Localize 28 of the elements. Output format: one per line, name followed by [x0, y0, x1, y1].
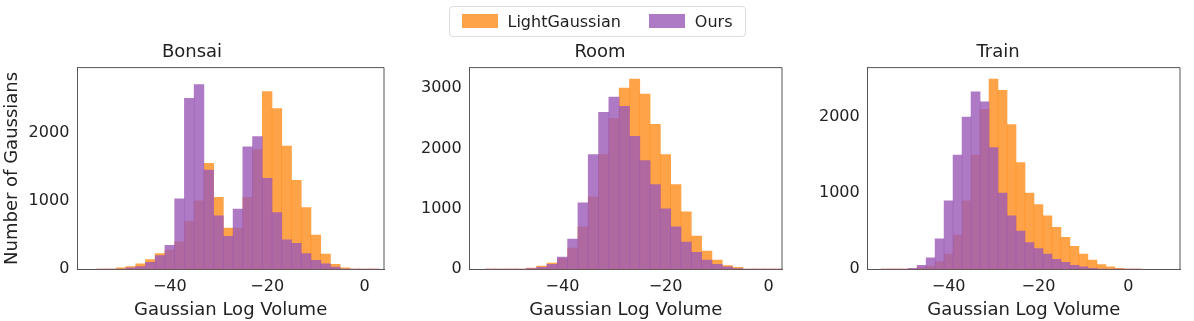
- chart-title: Room: [574, 40, 626, 62]
- x-tick-label: −40: [545, 275, 580, 295]
- y-tick-label: 2000: [421, 137, 462, 157]
- y-tick-label: 0: [451, 258, 462, 278]
- y-tick-label: 1000: [28, 190, 70, 210]
- x-axis-title: Gaussian Log Volume: [134, 297, 328, 319]
- y-tick-label: 0: [849, 258, 860, 278]
- chart-title: Train: [975, 40, 1020, 62]
- y-tick-label: 2000: [819, 106, 860, 126]
- chart-title: Bonsai: [161, 40, 223, 62]
- x-axis-title: Gaussian Log Volume: [927, 297, 1121, 319]
- x-tick-label: −40: [931, 275, 966, 295]
- x-tick-label: 0: [359, 275, 370, 295]
- y-tick-label: 3000: [421, 77, 462, 97]
- y-tick-label: 2000: [28, 121, 70, 141]
- y-tick-label: 1000: [819, 182, 860, 202]
- x-tick-label: −20: [648, 275, 683, 295]
- y-tick-label: 0: [59, 258, 70, 278]
- y-axis-title: Number of Gaussians: [0, 71, 22, 265]
- x-tick-label: −20: [1021, 275, 1056, 295]
- x-tick-label: −20: [250, 275, 285, 295]
- x-tick-label: 0: [763, 275, 774, 295]
- legend-label: Ours: [694, 11, 733, 31]
- x-axis-title: Gaussian Log Volume: [529, 297, 723, 319]
- y-tick-label: 1000: [421, 198, 462, 217]
- legend-label: LightGaussian: [507, 11, 621, 31]
- x-tick-label: 0: [1123, 275, 1134, 295]
- x-tick-label: −40: [152, 275, 187, 295]
